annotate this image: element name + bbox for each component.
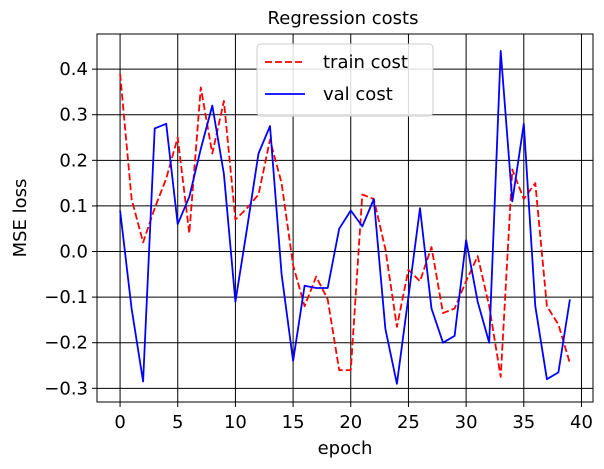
plot-series — [119, 50, 571, 385]
x-tick-label: 30 — [455, 412, 478, 433]
x-tick-label: 40 — [570, 412, 593, 433]
y-axis-label: MSE loss — [10, 179, 31, 258]
axis-ticks: 0 5 10 15 20 25 30 35 40 0.4 0.3 0.2 0.1 0.0 −0.1 −0.2 −… — [44, 59, 593, 433]
chart-title: Regression costs — [268, 8, 419, 29]
legend: train cost val cost — [256, 43, 434, 117]
x-axis-label: epoch — [318, 438, 373, 459]
x-tick-label: 5 — [172, 412, 183, 433]
x-tick-label: 25 — [397, 412, 420, 433]
series-line-train-cost — [119, 73, 571, 378]
x-tick-label: 0 — [114, 412, 125, 433]
y-tick-label: 0.4 — [59, 59, 88, 80]
x-tick-label: 35 — [512, 412, 535, 433]
series-line-val-cost — [119, 50, 571, 385]
y-tick-label: 0.3 — [59, 105, 88, 126]
x-tick-label: 20 — [339, 412, 362, 433]
y-tick-label: −0.1 — [44, 287, 88, 308]
y-tick-label: 0.0 — [59, 242, 88, 263]
y-tick-label: 0.1 — [59, 196, 88, 217]
x-tick-label: 10 — [224, 412, 247, 433]
legend-label: train cost — [323, 52, 408, 73]
y-tick-label: −0.2 — [44, 333, 88, 354]
legend-label: val cost — [323, 84, 393, 105]
plot-area-frame — [96, 33, 594, 403]
x-tick-label: 15 — [282, 412, 305, 433]
y-tick-label: 0.2 — [59, 150, 88, 171]
y-tick-label: −0.3 — [44, 378, 88, 399]
